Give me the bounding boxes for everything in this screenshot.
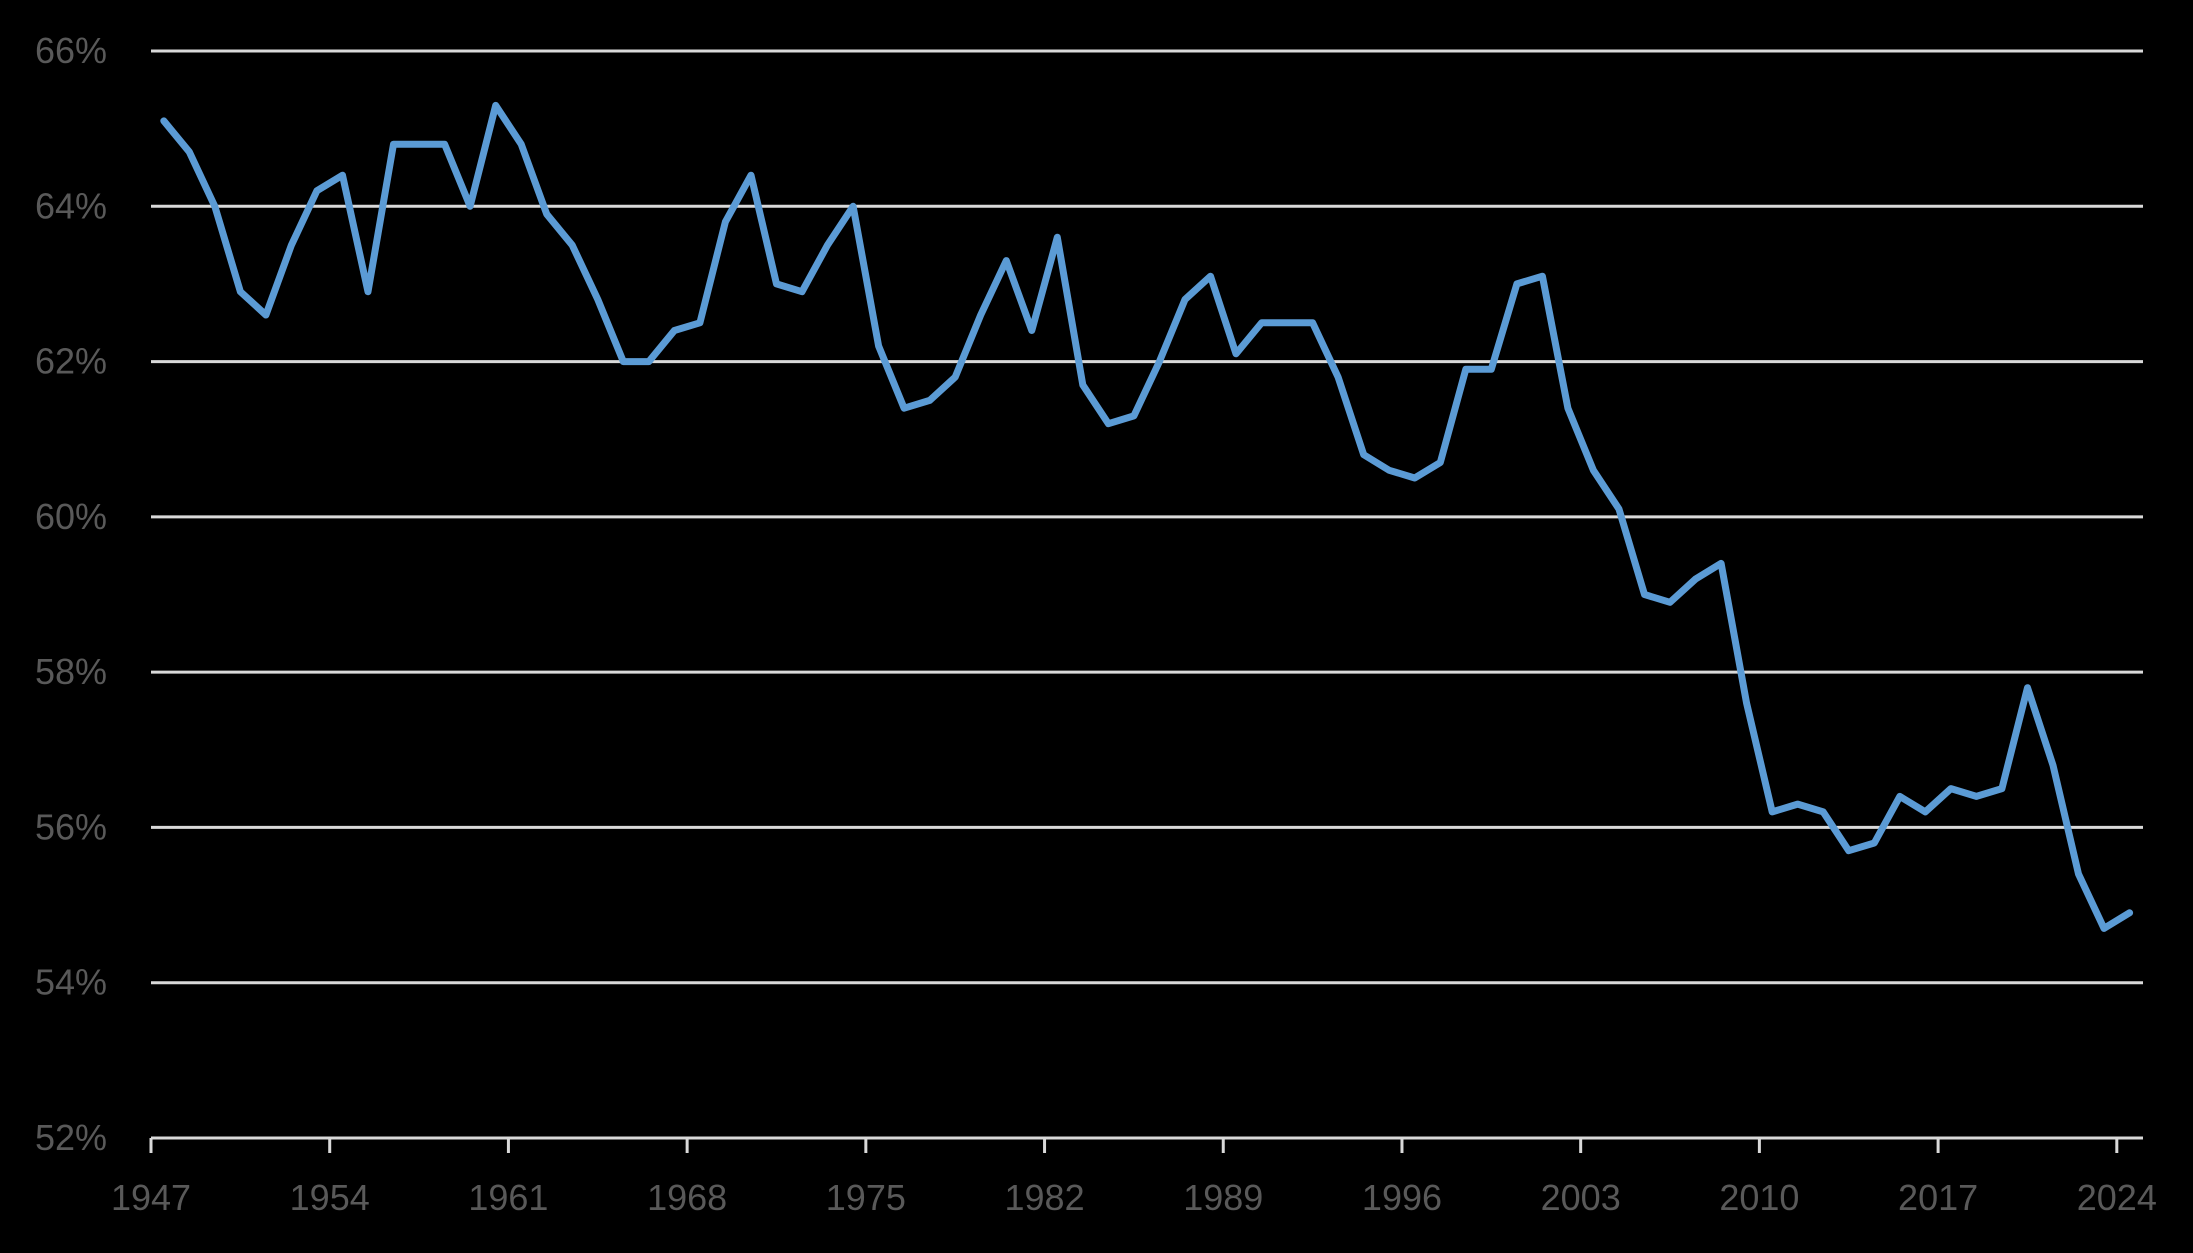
gridlines bbox=[151, 49, 2143, 985]
y-tick-label: 66% bbox=[35, 30, 107, 71]
x-tick-label: 1947 bbox=[111, 1177, 191, 1218]
x-tick-label: 2024 bbox=[2077, 1177, 2157, 1218]
x-tick-label: 1968 bbox=[647, 1177, 727, 1218]
x-tick-label: 1961 bbox=[468, 1177, 548, 1218]
x-tick-label: 2017 bbox=[1898, 1177, 1978, 1218]
series-line bbox=[160, 101, 2134, 932]
x-tick-label: 1975 bbox=[826, 1177, 906, 1218]
y-tick-label: 64% bbox=[35, 185, 107, 226]
x-tick-label: 2010 bbox=[1719, 1177, 1799, 1218]
x-tick-label: 1996 bbox=[1362, 1177, 1442, 1218]
x-tick-label: 2003 bbox=[1541, 1177, 1621, 1218]
series-layer bbox=[160, 101, 2134, 932]
y-tick-label: 52% bbox=[35, 1117, 107, 1158]
x-tick-label: 1989 bbox=[1183, 1177, 1263, 1218]
x-tick-label: 1954 bbox=[290, 1177, 370, 1218]
x-axis bbox=[149, 1136, 2143, 1153]
y-tick-label: 56% bbox=[35, 806, 107, 847]
y-tick-label: 58% bbox=[35, 651, 107, 692]
x-axis-labels: 1947 1954 1961 1968 1975 1982 1989 1996 2003 2010… bbox=[111, 1177, 2157, 1218]
y-tick-label: 54% bbox=[35, 962, 107, 1003]
y-axis-labels: 52% 54% 56% 58% 60% 62% 64% 66% bbox=[35, 30, 107, 1158]
y-tick-label: 60% bbox=[35, 496, 107, 537]
x-tick-label: 1982 bbox=[1005, 1177, 1085, 1218]
y-tick-label: 62% bbox=[35, 341, 107, 382]
